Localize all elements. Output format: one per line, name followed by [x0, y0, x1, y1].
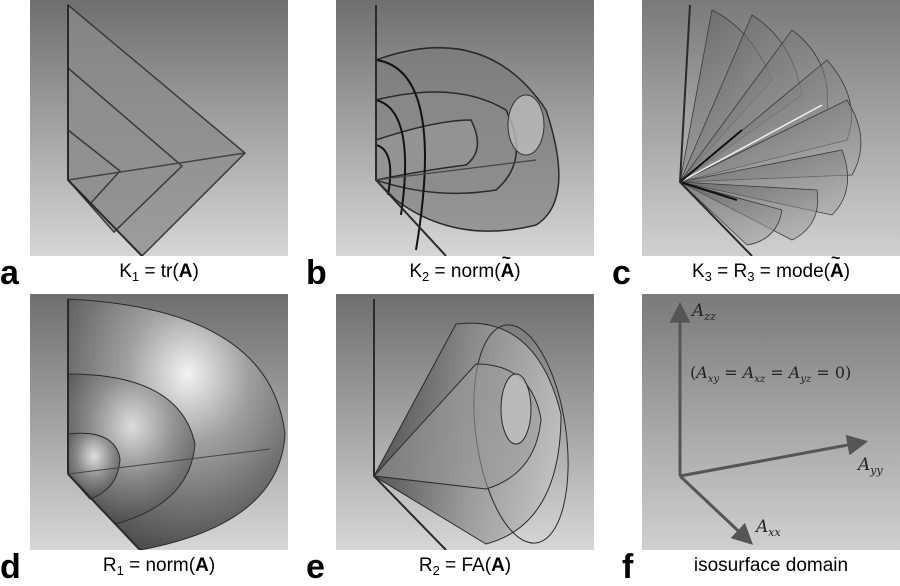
caption-a: K1 = tr(A): [30, 262, 288, 283]
cone-small-rim: [501, 374, 531, 444]
panel-f: Azz Ayy Axx (Axy = Axz = Ayz = 0): [642, 294, 900, 550]
panel-c: [642, 0, 900, 256]
trace-isosurface-diagram: [30, 0, 288, 256]
caption-c: K3 = R3 = mode(A): [642, 262, 900, 283]
norm-sphere-diagram: [30, 294, 288, 550]
panel-d: [30, 294, 288, 550]
panel-letter-d: d: [0, 550, 21, 584]
panel-a: [30, 0, 288, 256]
caption-e: R2 = FA(A): [336, 556, 594, 577]
panel-letter-a: a: [0, 256, 19, 290]
cylinder-end-cap: [508, 95, 544, 155]
panel-letter-b: b: [306, 256, 327, 290]
panel-b: [336, 0, 594, 256]
fa-cone-diagram: [336, 294, 594, 550]
caption-d: R1 = norm(A): [30, 556, 288, 577]
panel-letter-e: e: [306, 550, 325, 584]
caption-b: K2 = norm(A): [336, 262, 594, 283]
mode-isosurface-diagram: [642, 0, 900, 256]
isosurface-domain-diagram: Azz Ayy Axx (Axy = Axz = Ayz = 0): [642, 294, 900, 550]
panel-letter-c: c: [612, 256, 631, 290]
caption-f: isosurface domain: [642, 556, 900, 575]
panel-letter-f: f: [622, 550, 633, 584]
norm-isosurface-diagram: [336, 0, 594, 256]
panel-e: [336, 294, 594, 550]
